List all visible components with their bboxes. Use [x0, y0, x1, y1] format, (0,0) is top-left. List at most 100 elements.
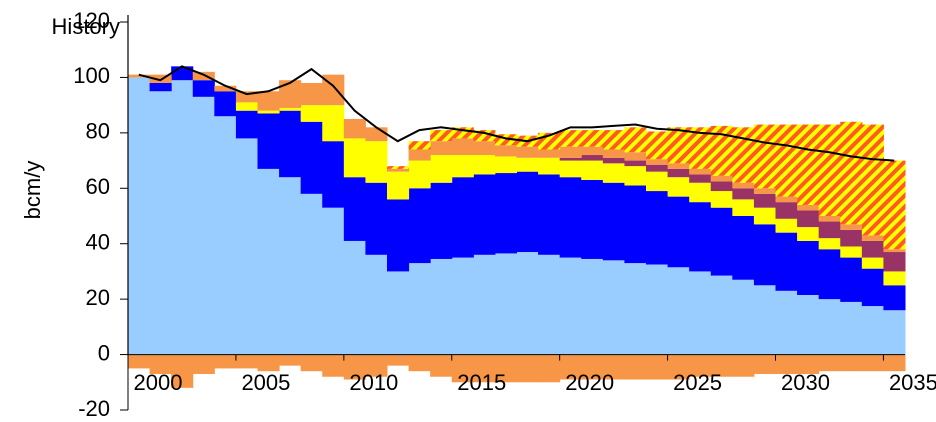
bar-segment — [322, 354, 345, 377]
bar-segment — [710, 181, 733, 192]
bar-segment — [473, 254, 496, 355]
bar-segment — [797, 204, 820, 211]
bar-segment — [775, 232, 798, 291]
bar-segment — [387, 199, 410, 272]
total-line — [138, 65, 895, 162]
y-tick-label: -20 — [78, 396, 110, 421]
x-tick-label: 2005 — [241, 370, 290, 395]
bar-segment — [128, 77, 151, 355]
bar-segment — [753, 188, 776, 194]
bar-segment — [667, 354, 690, 380]
y-axis-label: bcm/y — [20, 161, 45, 220]
bar-segment — [667, 177, 690, 197]
bar-segment — [689, 127, 712, 169]
bar-segment — [192, 96, 215, 355]
bar-segment — [797, 227, 820, 241]
bar-segment — [732, 199, 755, 216]
bar-segment — [775, 124, 798, 197]
bar-segment — [602, 354, 625, 380]
bar-segment — [689, 182, 712, 203]
bar-segment — [710, 175, 733, 182]
bar-segment — [300, 82, 323, 106]
bar-segment — [818, 124, 841, 216]
bar-segment — [322, 141, 345, 208]
bar-segment — [365, 141, 388, 183]
bar-segment — [279, 110, 302, 178]
bar-segment — [214, 354, 237, 369]
bar-segment — [214, 116, 237, 355]
bar-segment — [797, 124, 820, 205]
bar-segment — [559, 160, 582, 178]
bar-segment — [494, 145, 517, 157]
bar-segment — [667, 163, 690, 169]
bar-segment — [624, 152, 647, 161]
bar-segment — [451, 138, 474, 156]
bar-segment — [494, 253, 517, 355]
bar-segment — [300, 193, 323, 355]
bar-segment — [451, 127, 474, 139]
bar-segment — [559, 130, 582, 147]
y-tick-label: 120 — [73, 8, 110, 33]
bar-segment — [494, 354, 517, 383]
y-tick-label: 100 — [73, 63, 110, 88]
bar-segment — [279, 354, 302, 366]
bar-segment — [430, 182, 453, 259]
bar-segment — [732, 127, 755, 183]
bar-segment — [818, 238, 841, 250]
bar-segment — [128, 74, 151, 78]
bar-segment — [797, 240, 820, 295]
bar-segment — [343, 138, 366, 178]
bar-segment — [235, 110, 258, 139]
bar-segment — [235, 138, 258, 355]
bar-segment — [494, 134, 517, 146]
bar-segment — [257, 110, 280, 114]
bar-segment — [343, 240, 366, 355]
bar-segment — [451, 155, 474, 178]
bar-segment — [775, 218, 798, 233]
bar-segment — [602, 130, 625, 150]
bar-segment — [171, 80, 194, 355]
bar-segment — [279, 107, 302, 111]
bar-segment — [516, 171, 539, 253]
bar-segment — [192, 71, 215, 81]
bar-segment — [473, 174, 496, 255]
bar-segment — [775, 196, 798, 203]
bar-segment — [516, 354, 539, 383]
bar-segment — [667, 127, 690, 164]
bar-segment — [322, 207, 345, 355]
bar-segment — [646, 264, 669, 355]
bar-segment — [214, 91, 237, 117]
bar-segment — [149, 91, 172, 355]
bar-segment — [322, 105, 345, 142]
bar-segment — [451, 257, 474, 355]
bar-segment — [689, 202, 712, 272]
bar-segment — [710, 191, 733, 208]
bar-segment — [667, 267, 690, 355]
bar-segment — [408, 263, 431, 355]
bar-segment — [732, 354, 755, 377]
bar-segment — [494, 156, 517, 174]
bar-segment — [753, 354, 776, 374]
bar-segment — [235, 102, 258, 111]
bar-segment — [365, 127, 388, 142]
bar-segment — [883, 285, 906, 311]
bar-segment — [624, 185, 647, 264]
bar-segment — [861, 354, 884, 372]
bar-segment — [624, 127, 647, 153]
bar-segment — [732, 182, 755, 189]
bar-segment — [646, 191, 669, 265]
bar-segment — [775, 290, 798, 355]
bar-segment — [128, 354, 151, 369]
bar-segment — [473, 141, 496, 156]
y-tick-label: 80 — [86, 119, 110, 144]
bar-segment — [581, 354, 604, 380]
bar-segment — [408, 141, 431, 150]
bar-segment — [883, 160, 906, 250]
bar-segment — [559, 177, 582, 258]
bar-segment — [602, 163, 625, 183]
overlay: -20 0 20 40 60 80 100 120 2000 2005 2010 2015 2020 20… — [52, 8, 936, 421]
bar-segment — [257, 168, 280, 355]
bar-segment — [430, 141, 453, 156]
bar-segment — [624, 160, 647, 167]
bar-segment — [430, 155, 453, 183]
